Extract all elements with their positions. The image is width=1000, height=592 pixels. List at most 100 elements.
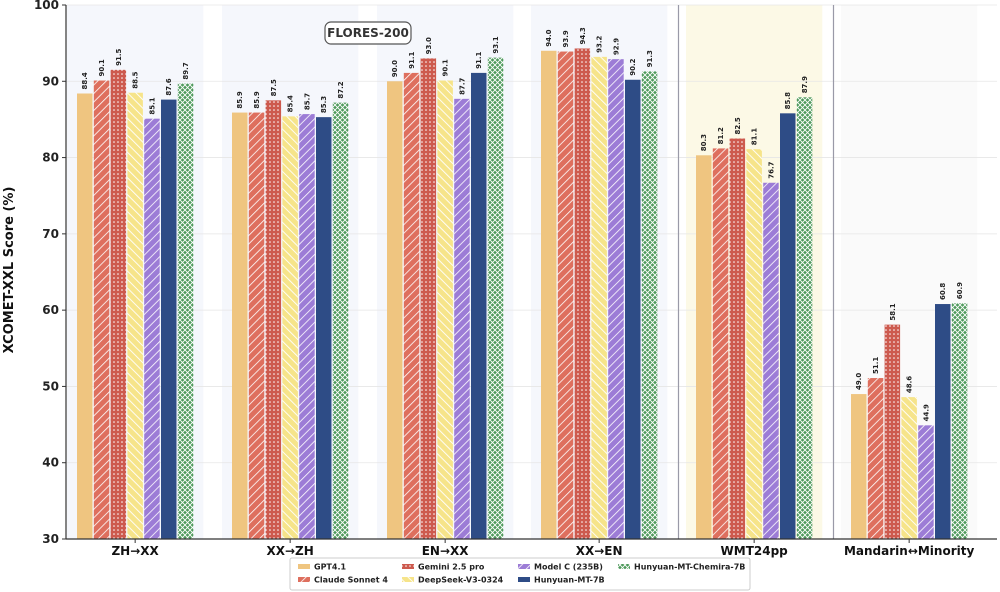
bar: [625, 79, 641, 539]
legend-swatch: [298, 577, 310, 582]
legend-swatch: [298, 564, 310, 569]
x-tick-label: WMT24pp: [721, 544, 789, 558]
bar: [557, 51, 574, 539]
bar: [608, 59, 624, 540]
value-label: 85.9: [253, 91, 261, 108]
bar: [951, 303, 968, 539]
bar: [918, 425, 934, 539]
value-label: 94.0: [545, 29, 553, 46]
bar: [437, 80, 453, 539]
bar: [935, 304, 951, 539]
value-label: 93.0: [425, 37, 433, 54]
value-label: 48.6: [906, 376, 914, 393]
value-label: 93.1: [492, 36, 500, 53]
value-label: 81.2: [717, 127, 725, 144]
legend-label: Hunyuan-MT-7B: [534, 576, 605, 585]
bar: [712, 148, 729, 539]
flores-annotation: FLORES-200: [324, 21, 412, 45]
y-tick-label: 50: [42, 379, 59, 393]
legend-swatch: [518, 564, 530, 569]
bar: [299, 114, 315, 540]
value-labels: 88.4 85.9 90.0 94.0 80.3 49.0 90.1 85.9 91.1 93.9…: [81, 27, 964, 421]
y-tick-label: 30: [42, 532, 59, 546]
value-label: 91.1: [408, 51, 416, 68]
bar: [796, 97, 813, 539]
bar: [696, 155, 712, 540]
bar: [574, 48, 591, 540]
legend-label: Claude Sonnet 4: [314, 576, 388, 585]
bar: [77, 93, 93, 540]
value-label: 80.3: [700, 134, 708, 151]
bar: [763, 182, 779, 539]
bar: [110, 69, 127, 539]
bar: [780, 113, 796, 539]
legend-label: Gemini 2.5 pro: [418, 563, 485, 572]
value-label: 91.3: [646, 50, 654, 67]
value-label: 93.9: [562, 30, 570, 47]
value-label: 85.7: [303, 93, 311, 110]
value-label: 60.9: [956, 282, 964, 299]
value-label: 89.7: [182, 62, 190, 79]
bar: [729, 138, 746, 539]
value-label: 90.2: [629, 58, 637, 75]
legend-label: DeepSeek-V3-0324: [418, 576, 504, 585]
value-label: 51.1: [872, 357, 880, 374]
bar: [161, 99, 177, 539]
value-label: 88.4: [81, 72, 89, 89]
value-label: 44.9: [922, 404, 930, 421]
legend: GPT4.1 Claude Sonnet 4 Gemini 2.5 pro DeepS…: [289, 557, 751, 591]
value-label: 93.2: [596, 35, 604, 52]
bar: [454, 98, 470, 540]
bar: [127, 92, 143, 539]
bar: [144, 118, 160, 539]
bar: [387, 81, 403, 540]
bar: [420, 58, 437, 540]
value-label: 94.3: [579, 27, 587, 44]
value-label: 91.5: [115, 48, 123, 65]
legend-swatch: [402, 577, 414, 582]
bar: [746, 149, 762, 539]
value-label: 88.5: [132, 71, 140, 88]
legend-label: Model C (235B): [534, 563, 603, 572]
background-panels: [67, 5, 978, 539]
value-label: 90.1: [98, 59, 106, 76]
y-tick-label: 40: [42, 456, 59, 470]
legend-swatch: [402, 564, 414, 569]
value-label: 49.0: [855, 373, 863, 390]
bar: [591, 56, 607, 539]
x-tick-label: ZH→XX: [111, 544, 159, 558]
value-label: 82.5: [734, 117, 742, 134]
bar: [282, 116, 298, 540]
value-label: 87.5: [270, 79, 278, 96]
value-label: 87.7: [458, 77, 466, 94]
x-tick-label: Mandarin↔Minority: [844, 544, 975, 558]
value-label: 87.6: [165, 78, 173, 95]
bar: [851, 394, 867, 539]
y-axis-label: XCOMET-XXL Score (%): [2, 187, 17, 354]
bars: [77, 48, 968, 540]
x-tick-label: XX→EN: [576, 544, 623, 558]
legend-swatch: [518, 577, 530, 582]
x-tick-label: XX→ZH: [266, 544, 313, 558]
bar: [867, 378, 884, 539]
y-tick-label: 90: [42, 74, 59, 88]
value-label: 90.1: [442, 59, 450, 76]
value-label: 85.4: [287, 95, 295, 112]
value-label: 87.9: [801, 76, 809, 93]
legend-label: GPT4.1: [314, 563, 346, 572]
bar: [541, 50, 557, 540]
value-label: 58.1: [889, 303, 897, 320]
x-tick-label: EN→XX: [422, 544, 470, 558]
value-label: 85.9: [236, 91, 244, 108]
y-tick-label: 100: [34, 0, 59, 12]
y-tick-label: 70: [42, 227, 59, 241]
legend-swatch: [618, 564, 630, 569]
bar: [901, 397, 917, 539]
value-label: 87.2: [337, 81, 345, 98]
bar: [316, 117, 332, 539]
value-label: 90.0: [391, 60, 399, 77]
bar: [232, 112, 248, 539]
bar: [403, 72, 420, 539]
value-label: 92.9: [612, 38, 620, 55]
y-tick-label: 60: [42, 303, 59, 317]
